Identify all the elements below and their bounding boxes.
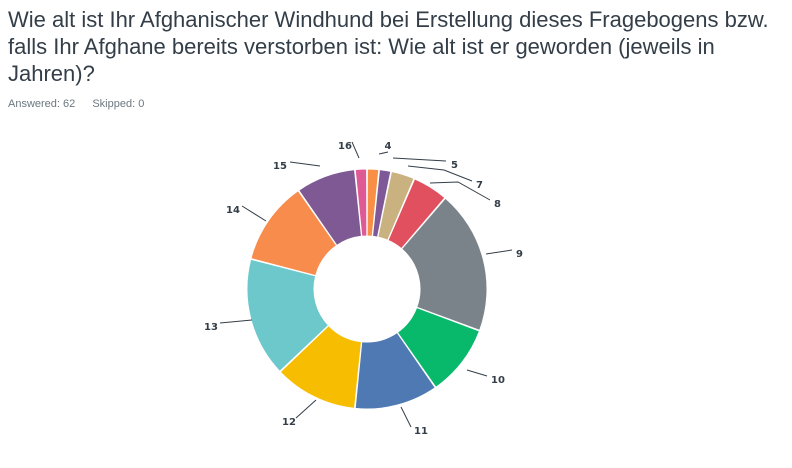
- slice-label-16: 16: [338, 141, 352, 152]
- response-stats: Answered: 62 Skipped: 0: [8, 98, 158, 110]
- leader-line-5: [392, 157, 447, 162]
- slice-label-5: 5: [451, 160, 458, 171]
- slice-label-13: 13: [204, 322, 218, 333]
- leader-line-14: [241, 205, 267, 222]
- slice-14[interactable]: [250, 190, 338, 277]
- leader-line-16: [351, 141, 360, 159]
- slice-label-8: 8: [494, 199, 501, 210]
- leader-line-15: [289, 161, 321, 167]
- slice-11[interactable]: [354, 331, 436, 410]
- skipped-count: Skipped: 0: [92, 98, 145, 110]
- leader-line-7: [407, 165, 473, 182]
- slice-label-14: 14: [226, 205, 240, 216]
- slice-label-12: 12: [282, 417, 296, 428]
- answered-count: Answered: 62: [8, 98, 76, 110]
- leader-line-8: [429, 181, 491, 201]
- slice-label-9: 9: [516, 249, 523, 260]
- slice-15[interactable]: [298, 169, 363, 247]
- slice-9[interactable]: [400, 197, 488, 331]
- leader-line-11: [400, 406, 412, 428]
- slice-10[interactable]: [396, 306, 481, 388]
- slice-label-11: 11: [414, 426, 428, 437]
- question-title: Wie alt ist Ihr Afghanischer Windhund be…: [8, 7, 769, 86]
- slice-label-10: 10: [491, 375, 505, 386]
- slice-label-15: 15: [273, 161, 287, 172]
- slice-12[interactable]: [279, 324, 363, 409]
- leader-line-9: [485, 249, 513, 255]
- slice-13[interactable]: [246, 258, 330, 373]
- slice-label-7: 7: [476, 180, 483, 191]
- leader-line-12: [295, 399, 317, 419]
- slice-16[interactable]: [354, 168, 368, 237]
- slice-label-4: 4: [385, 141, 392, 152]
- leader-line-4: [378, 151, 389, 155]
- leader-line-13: [219, 319, 253, 324]
- leader-line-10: [466, 369, 488, 377]
